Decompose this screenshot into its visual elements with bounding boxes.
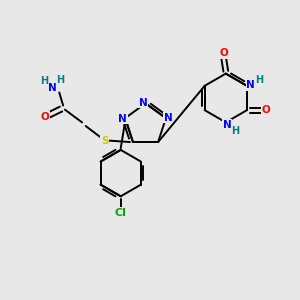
Text: Cl: Cl [115, 208, 127, 218]
Text: N: N [139, 98, 148, 108]
Text: O: O [41, 112, 50, 122]
Text: N: N [246, 80, 255, 90]
Text: O: O [219, 48, 228, 59]
Text: H: H [231, 126, 239, 136]
Text: H: H [255, 75, 263, 85]
Text: N: N [223, 120, 232, 130]
Text: H: H [40, 76, 48, 85]
Text: N: N [118, 114, 127, 124]
Text: N: N [164, 112, 172, 122]
Text: O: O [262, 105, 271, 115]
Text: S: S [101, 136, 109, 146]
Text: H: H [56, 75, 64, 85]
Text: N: N [48, 83, 56, 93]
